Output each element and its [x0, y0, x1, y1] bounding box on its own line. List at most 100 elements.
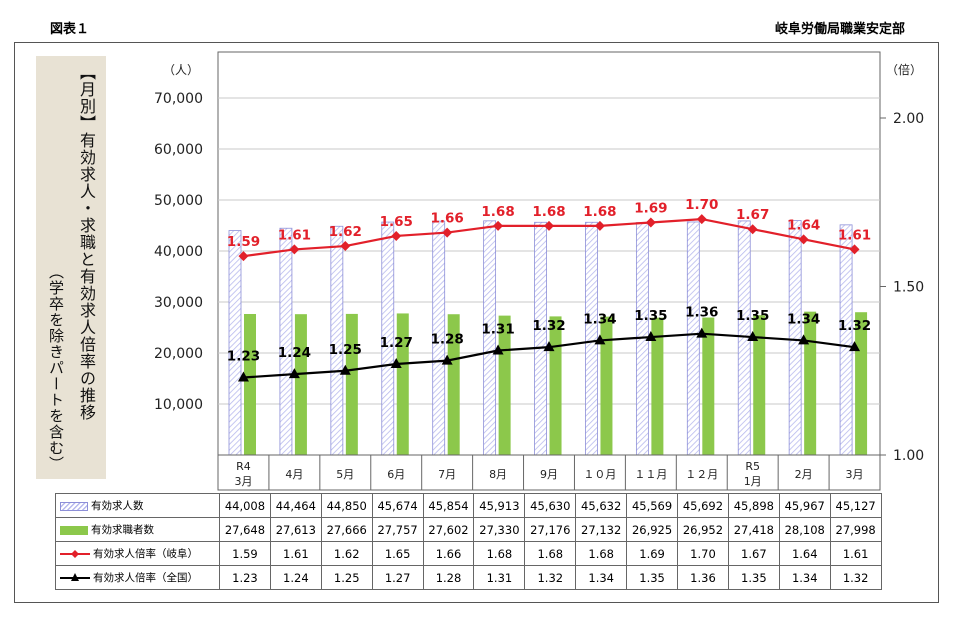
- table-cell: 45,913: [473, 493, 526, 518]
- table-cell: 1.69: [626, 541, 679, 566]
- row-label: 有効求職者数: [55, 517, 220, 542]
- table-cell: 45,569: [626, 493, 679, 518]
- chart-frame: [14, 42, 939, 603]
- bar-job-seekers: [804, 311, 817, 455]
- right-tick-label: 2.00: [893, 111, 924, 127]
- table-row: 有効求人倍率（岐阜） 1.59 1.61 1.62 1.65 1.66 1.68 1.68 1.…: [55, 541, 882, 566]
- gifu-ratio-point: [289, 244, 300, 255]
- table-cell: 27,176: [524, 517, 577, 542]
- national-ratio-point: [237, 371, 249, 382]
- table-cell: 27,648: [219, 517, 271, 542]
- bar-job-offers: [839, 224, 853, 456]
- table-cell: 1.32: [829, 565, 882, 590]
- table-row: 有効求人倍率（全国） 1.23 1.24 1.25 1.27 1.28 1.31 1.32 1.…: [55, 565, 882, 590]
- left-tick-label: 70,000: [154, 91, 203, 107]
- national-ratio-data-label: 1.32: [532, 318, 565, 334]
- bar-job-seekers: [549, 316, 562, 455]
- national-ratio-data-label: 1.24: [278, 345, 311, 361]
- bar-job-offers: [279, 227, 293, 456]
- gifu-ratio-data-label: 1.64: [787, 217, 820, 233]
- table-cell: 1.68: [575, 541, 628, 566]
- table-cell: 1.67: [727, 541, 780, 566]
- national-ratio-data-label: 1.23: [227, 348, 260, 364]
- gifu-ratio-point: [645, 217, 656, 228]
- category-label: 5月: [336, 468, 354, 481]
- gifu-ratio-point: [391, 230, 402, 241]
- table-cell: 44,464: [269, 493, 322, 518]
- table-row: 有効求職者数 27,648 27,613 27,666 27,757 27,602 27,3…: [55, 517, 882, 542]
- table-cell: 1.59: [219, 541, 271, 566]
- gifu-ratio-point: [798, 234, 809, 245]
- table-cell: 45,630: [524, 493, 577, 518]
- national-ratio-data-label: 1.28: [430, 332, 463, 348]
- figure-label: 図表１: [50, 22, 90, 37]
- left-axis-unit: （人）: [163, 63, 199, 77]
- table-cell: 1.35: [727, 565, 780, 590]
- right-tick-label: 1.50: [893, 280, 924, 296]
- category-label: 8月: [489, 468, 507, 481]
- legend-hatch-swatch: [60, 501, 88, 511]
- national-ratio-data-label: 1.25: [329, 342, 362, 358]
- table-cell: 27,132: [575, 517, 628, 542]
- national-ratio-point: [543, 341, 555, 352]
- table-cell: 26,925: [626, 517, 679, 542]
- table-cell: 27,613: [269, 517, 322, 542]
- table-cell: 1.64: [778, 541, 831, 566]
- gifu-ratio-data-label: 1.65: [380, 214, 413, 230]
- legend-green-swatch: [60, 525, 88, 535]
- national-ratio-data-label: 1.31: [481, 322, 514, 338]
- gifu-ratio-data-label: 1.59: [227, 234, 260, 250]
- gifu-ratio-data-label: 1.68: [583, 204, 616, 220]
- right-axis-unit: （倍）: [886, 62, 922, 77]
- plot-area: [217, 51, 881, 456]
- national-ratio-data-label: 1.35: [736, 308, 769, 324]
- table-cell: 45,898: [727, 493, 780, 518]
- table-cell: 27,418: [727, 517, 780, 542]
- bar-job-offers: [330, 225, 344, 456]
- gifu-ratio-data-label: 1.66: [430, 211, 463, 227]
- category-label: R5: [745, 460, 760, 473]
- national-ratio-point: [390, 358, 402, 369]
- table-cell: 45,692: [677, 493, 729, 518]
- table-cell: 45,632: [575, 493, 628, 518]
- national-ratio-data-label: 1.34: [787, 311, 820, 327]
- table-cell: 44,850: [320, 493, 373, 518]
- table-cell: 1.66: [422, 541, 475, 566]
- bar-job-seekers: [447, 314, 460, 455]
- table-cell: 1.23: [219, 565, 271, 590]
- table-cell: 1.62: [320, 541, 373, 566]
- organization-label: 岐阜労働局職業安定部: [774, 22, 905, 37]
- left-tick-label: 50,000: [154, 193, 203, 209]
- gifu-ratio-point: [493, 220, 504, 231]
- gifu-ratio-data-label: 1.68: [532, 204, 565, 220]
- gifu-ratio-data-label: 1.68: [481, 204, 514, 220]
- national-ratio-point: [696, 327, 708, 338]
- national-ratio-data-label: 1.32: [838, 318, 871, 334]
- table-cell: 27,666: [320, 517, 373, 542]
- bar-job-seekers: [651, 317, 664, 455]
- national-ratio-point: [645, 331, 657, 342]
- table-cell: 1.61: [829, 541, 882, 566]
- bar-job-offers: [534, 221, 547, 456]
- side-title-sub: （学卒を除きパートを含む）: [47, 264, 65, 472]
- bar-job-offers: [483, 220, 497, 456]
- table-cell: 28,108: [778, 517, 831, 542]
- table-cell: 1.35: [626, 565, 679, 590]
- side-title-panel: 【月別】有効求人・求職と有効求人倍率の推移 （学卒を除きパートを含む）: [36, 56, 106, 479]
- table-cell: 1.27: [371, 565, 424, 590]
- table-cell: 1.68: [524, 541, 577, 566]
- bar-job-seekers: [244, 313, 256, 455]
- data-table: 有効求人数 44,008 44,464 44,850 45,674 45,854 45,91…: [55, 493, 882, 590]
- table-cell: 1.68: [473, 541, 526, 566]
- category-label: R4: [236, 460, 251, 473]
- table-row: 有効求人数 44,008 44,464 44,850 45,674 45,854 45,91…: [55, 493, 882, 518]
- gifu-ratio-point: [696, 214, 707, 225]
- gifu-ratio-data-label: 1.62: [329, 224, 362, 240]
- table-cell: 26,952: [677, 517, 729, 542]
- table-cell: 1.34: [778, 565, 831, 590]
- national-ratio-data-label: 1.36: [685, 305, 718, 321]
- category-label: 7月: [438, 468, 456, 481]
- category-label: 6月: [387, 468, 405, 481]
- bar-job-seekers: [702, 317, 715, 455]
- bar-job-offers: [737, 220, 751, 456]
